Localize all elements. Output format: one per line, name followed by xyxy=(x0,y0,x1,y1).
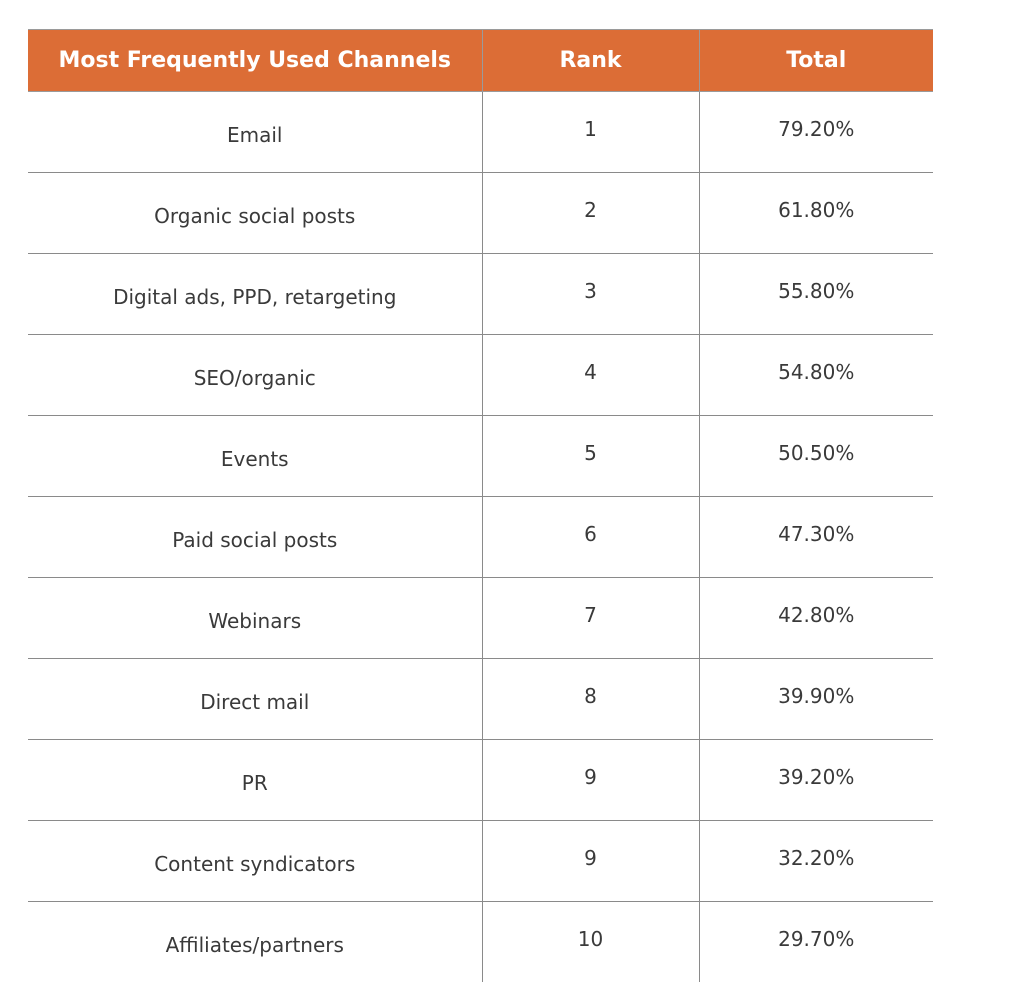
rank-cell: 1 xyxy=(482,92,699,173)
total-cell: 29.70% xyxy=(699,902,933,982)
total-cell: 32.20% xyxy=(699,821,933,902)
table-header: Most Frequently Used Channels Rank Total xyxy=(28,30,933,92)
total-cell: 79.20% xyxy=(699,92,933,173)
rank-cell: 2 xyxy=(482,173,699,254)
rank-cell: 8 xyxy=(482,659,699,740)
total-cell: 55.80% xyxy=(699,254,933,335)
channel-cell: Digital ads, PPD, retargeting xyxy=(28,254,482,335)
rank-cell: 3 xyxy=(482,254,699,335)
total-cell: 54.80% xyxy=(699,335,933,416)
header-rank: Rank xyxy=(482,30,699,92)
channel-cell: Events xyxy=(28,416,482,497)
channels-table-container: Most Frequently Used Channels Rank Total… xyxy=(28,29,933,982)
header-channels: Most Frequently Used Channels xyxy=(28,30,482,92)
channel-cell: Webinars xyxy=(28,578,482,659)
header-row: Most Frequently Used Channels Rank Total xyxy=(28,30,933,92)
channel-cell: Content syndicators xyxy=(28,821,482,902)
channel-cell: Email xyxy=(28,92,482,173)
rank-cell: 9 xyxy=(482,740,699,821)
total-cell: 61.80% xyxy=(699,173,933,254)
channels-table: Most Frequently Used Channels Rank Total… xyxy=(28,29,933,982)
rank-cell: 6 xyxy=(482,497,699,578)
total-cell: 42.80% xyxy=(699,578,933,659)
total-cell: 39.20% xyxy=(699,740,933,821)
rank-cell: 5 xyxy=(482,416,699,497)
rank-cell: 10 xyxy=(482,902,699,982)
total-cell: 39.90% xyxy=(699,659,933,740)
channel-cell: Direct mail xyxy=(28,659,482,740)
channel-cell: Paid social posts xyxy=(28,497,482,578)
channel-cell: Organic social posts xyxy=(28,173,482,254)
total-cell: 50.50% xyxy=(699,416,933,497)
channel-cell: Affiliates/partners xyxy=(28,902,482,982)
channel-cell: SEO/organic xyxy=(28,335,482,416)
header-total: Total xyxy=(699,30,933,92)
total-cell: 47.30% xyxy=(699,497,933,578)
rank-cell: 4 xyxy=(482,335,699,416)
channel-cell: PR xyxy=(28,740,482,821)
rank-cell: 9 xyxy=(482,821,699,902)
rank-cell: 7 xyxy=(482,578,699,659)
